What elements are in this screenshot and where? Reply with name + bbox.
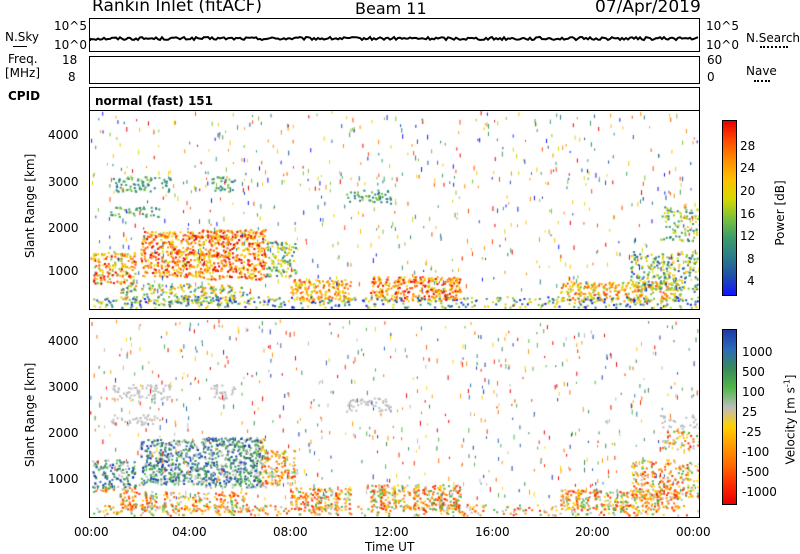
freq-label-1: Freq. xyxy=(8,52,38,66)
power-ytick-2000: 2000 xyxy=(48,221,79,235)
cpid-panel xyxy=(89,87,700,110)
power-ytick-3000: 3000 xyxy=(48,175,79,189)
vel-cb-tick-m25: -25 xyxy=(742,425,762,439)
freq-label-2: [MHz] xyxy=(5,66,41,80)
freq-left-tick-top: 18 xyxy=(62,53,78,67)
noise-panel xyxy=(89,18,700,52)
beam-label: Beam 11 xyxy=(355,0,427,18)
vel-cb-tick-m100: -100 xyxy=(742,445,770,459)
vel-cb-tick-100: 100 xyxy=(742,385,765,399)
vel-cb-tick-m500: -500 xyxy=(742,465,770,479)
power-cb-tick-8: 8 xyxy=(747,252,755,266)
noise-right-legend-line xyxy=(760,46,788,48)
freq-left-tick-bottom: 8 xyxy=(68,70,76,84)
vel-cb-tick-1000: 1000 xyxy=(742,345,773,359)
xlabel: Time UT xyxy=(365,540,415,554)
vel-ytick-3000: 3000 xyxy=(48,380,79,394)
xtick-6: 00:00 xyxy=(676,525,711,539)
freq-panel xyxy=(89,56,700,84)
xtick-1: 04:00 xyxy=(172,525,207,539)
power-cb-tick-12: 12 xyxy=(740,229,756,243)
cpid-text: normal (fast) 151 xyxy=(95,94,213,108)
noise-right-tick-top: 10^5 xyxy=(706,19,739,33)
cpid-label: CPID xyxy=(8,89,41,103)
power-panel xyxy=(89,110,700,310)
vel-cb-tick-25: 25 xyxy=(742,405,758,419)
velocity-colorbar xyxy=(722,329,737,505)
vel-cb-label: Velocity [m s-1] xyxy=(782,374,798,465)
xtick-4: 16:00 xyxy=(475,525,510,539)
noise-left-tick-top: 10^5 xyxy=(54,19,87,33)
date-label: 07/Apr/2019 xyxy=(595,0,701,17)
site-title: Rankin Inlet (fitACF) xyxy=(92,0,263,16)
xtick-3: 12:00 xyxy=(374,525,409,539)
noise-right-tick-bottom: 10^0 xyxy=(706,38,739,52)
power-cb-tick-16: 16 xyxy=(740,207,756,221)
power-cb-tick-28: 28 xyxy=(740,139,756,153)
xtick-5: 20:00 xyxy=(575,525,610,539)
vel-cb-tick-m1000: -1000 xyxy=(742,485,777,499)
nave-legend-line xyxy=(754,80,770,82)
noise-left-label: N.Sky xyxy=(5,30,40,44)
power-ylabel: Slant Range [km] xyxy=(23,153,37,258)
vel-ylabel: Slant Range [km] xyxy=(23,362,37,467)
xtick-2: 08:00 xyxy=(273,525,308,539)
vel-ytick-4000: 4000 xyxy=(48,334,79,348)
power-cb-tick-4: 4 xyxy=(747,274,755,288)
freq-right-tick-top: 60 xyxy=(707,53,723,67)
power-ytick-4000: 4000 xyxy=(48,128,79,142)
xtick-0: 00:00 xyxy=(74,525,109,539)
freq-right-tick-bottom: 0 xyxy=(707,70,715,84)
noise-left-tick-bottom: 10^0 xyxy=(54,38,87,52)
vel-ytick-1000: 1000 xyxy=(48,472,79,486)
noise-right-label: N.Search xyxy=(746,31,800,45)
power-cb-tick-20: 20 xyxy=(740,184,756,198)
velocity-panel xyxy=(89,318,700,518)
vel-ytick-2000: 2000 xyxy=(48,426,79,440)
power-ytick-1000: 1000 xyxy=(48,264,79,278)
velocity-heatmap xyxy=(90,319,699,517)
vel-cb-tick-500: 500 xyxy=(742,365,765,379)
power-cb-label: Power [dB] xyxy=(773,180,787,246)
power-colorbar xyxy=(722,120,737,296)
noise-left-legend-line xyxy=(13,46,27,47)
power-heatmap xyxy=(90,111,699,309)
nave-label: Nave xyxy=(746,64,777,78)
power-cb-tick-24: 24 xyxy=(740,161,756,175)
